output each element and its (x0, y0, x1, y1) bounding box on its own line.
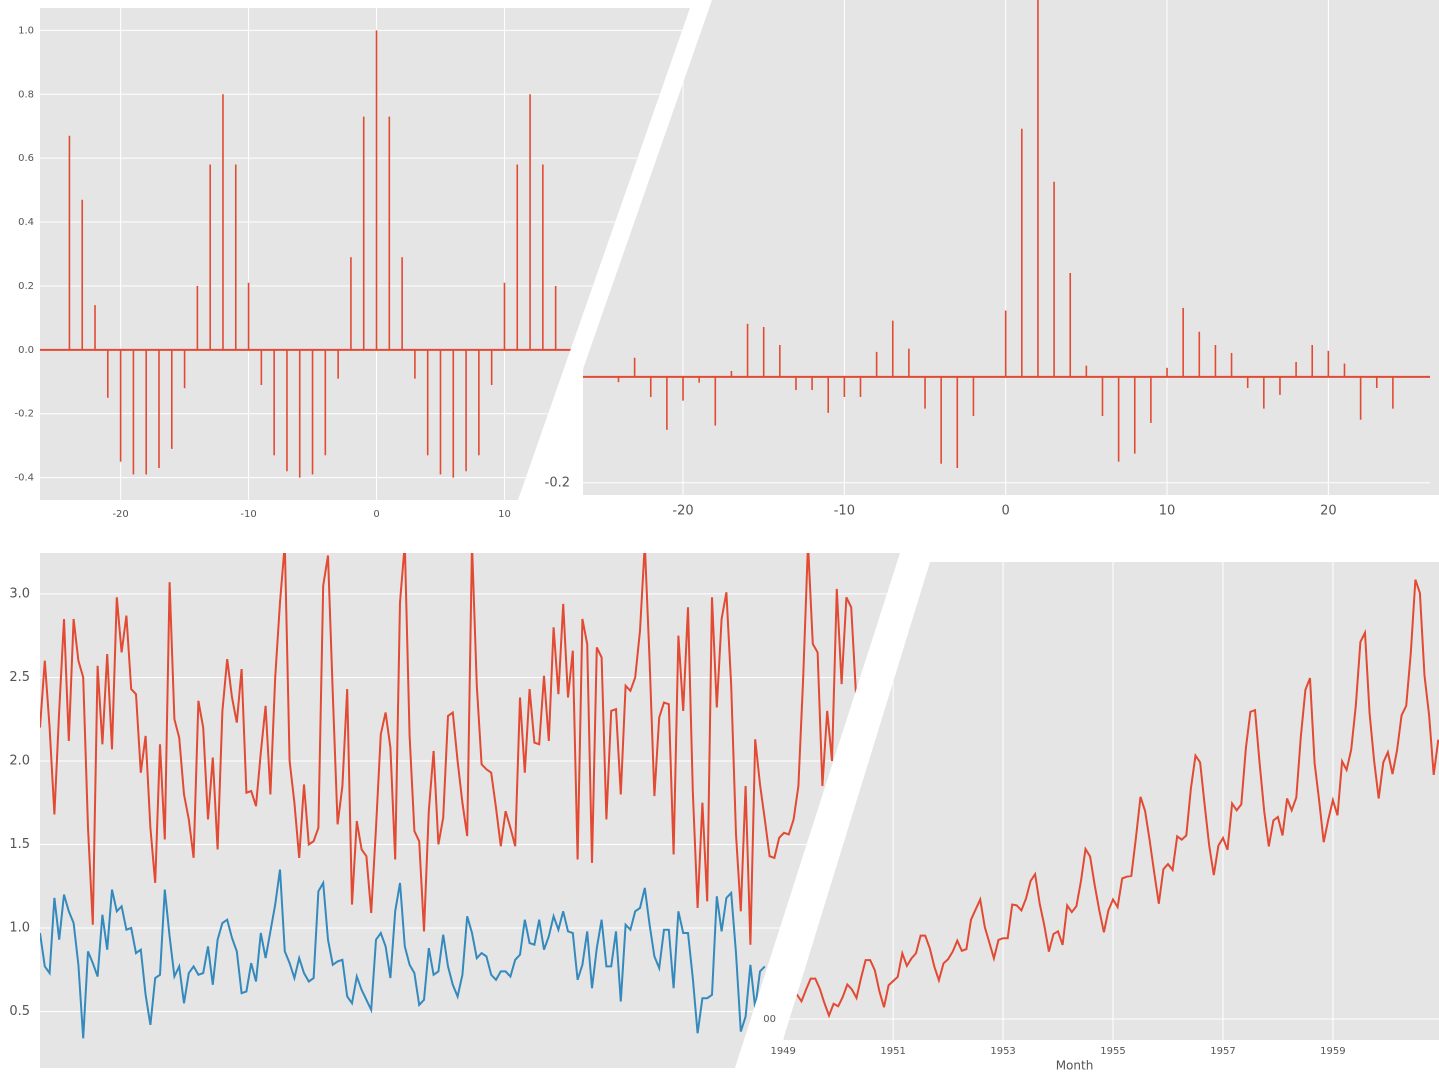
y-tick-label: 1.0 (18, 25, 34, 36)
x-tick-label: 0 (373, 509, 379, 520)
y-tick-label: 0.2 (18, 281, 34, 292)
plot-background (40, 8, 690, 500)
x-axis-label: Month (1056, 1059, 1094, 1073)
x-tick-label: 1959 (1320, 1046, 1345, 1057)
chart: -0.4 -0.2 0.0 0.2 0.4 0.6 0.8 1.0 -20 -10 0 10 (14, 8, 690, 520)
x-tick-label: 0 (1002, 504, 1010, 519)
chart: 0.5 1.0 1.5 2.0 2.5 3.0 (9, 553, 900, 1068)
y-tick-label: 3.0 (9, 586, 30, 601)
tick-labels: 100 (757, 1014, 776, 1025)
y-tick-label: 0.4 (18, 217, 34, 228)
y-tick-label: 0.0 (18, 345, 34, 356)
chart: -0.2 -20 -10 0 10 20 (545, 0, 1439, 519)
x-tick-label: -10 (240, 509, 256, 520)
y-tick-label: 0.6 (18, 153, 34, 164)
plot-area (583, 0, 1430, 495)
x-tick-label: -20 (672, 504, 693, 519)
x-tick-label: -20 (112, 509, 128, 520)
x-tick-label: 1949 (770, 1046, 795, 1057)
x-tick-label: 1957 (1210, 1046, 1235, 1057)
chart: 100 1949 1951 1953 1955 1957 1959 Month (757, 562, 1439, 1073)
y-tick-label: 2.0 (9, 753, 30, 768)
x-tick-label: 1951 (880, 1046, 905, 1057)
y-tick-label: -0.2 (14, 409, 34, 420)
y-tick-label: 0.8 (18, 89, 34, 100)
line (783, 579, 1439, 1019)
plot-background (783, 562, 1439, 1040)
y-tick-label: -0.2 (545, 475, 570, 490)
line (40, 869, 766, 1039)
line (40, 553, 857, 945)
x-tick-label: -10 (834, 504, 855, 519)
x-tick-label: 20 (1320, 504, 1337, 519)
plot-background (583, 0, 1439, 495)
y-tick-label: 100 (757, 1014, 776, 1025)
x-tick-label: 1955 (1100, 1046, 1125, 1057)
y-tick-label: 2.5 (9, 670, 30, 685)
plot-area (40, 8, 690, 500)
x-tick-label: 1953 (990, 1046, 1015, 1057)
x-tick-label: 10 (1159, 504, 1176, 519)
y-tick-label: 1.0 (9, 921, 30, 936)
x-tick-label: 10 (498, 509, 511, 520)
y-tick-label: 0.5 (9, 1004, 30, 1019)
plot-area (40, 553, 900, 1039)
y-tick-label: -0.4 (14, 473, 34, 484)
y-tick-label: 1.5 (9, 837, 30, 852)
